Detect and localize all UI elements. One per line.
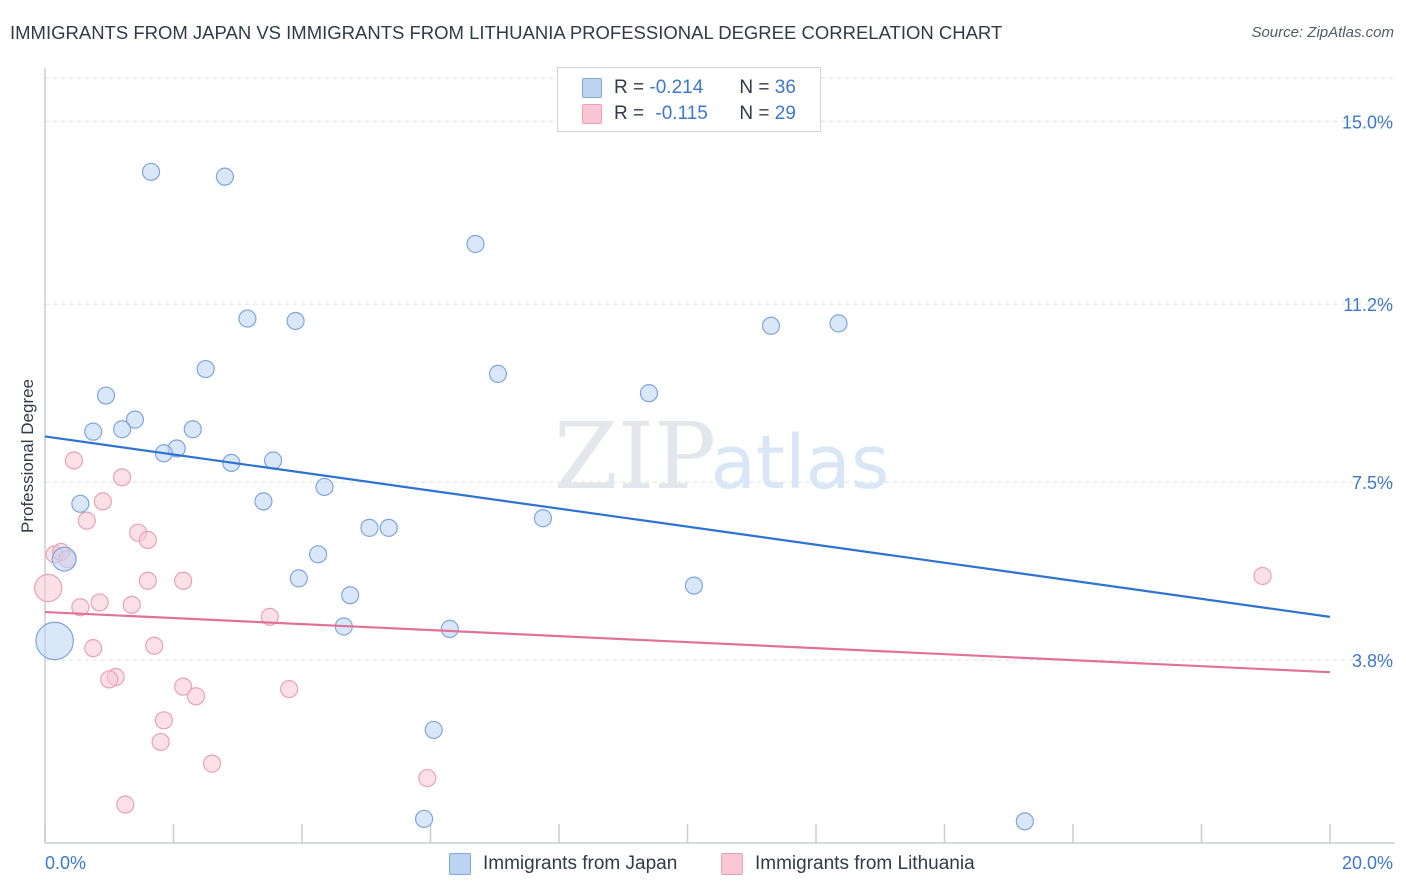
lithuania-swatch <box>582 104 602 124</box>
lithuania-point-24 <box>151 732 170 752</box>
lithuania-point-13 <box>71 598 90 617</box>
y-tick-label-1: 11.2% <box>1343 295 1393 315</box>
lithuania-point-10 <box>174 571 193 590</box>
r-label: R = <box>614 77 645 98</box>
lithuania-point-16 <box>145 636 164 655</box>
japan-point-24 <box>379 518 398 537</box>
lithuania-point-11 <box>34 573 63 603</box>
y-tick-label-2: 7.5% <box>1352 473 1393 493</box>
lithuania-point-28 <box>1253 566 1272 586</box>
lithuania-r-value: -0.115 <box>655 103 708 124</box>
bottom-legend-lithuania: Immigrants from Lithuania <box>721 852 975 876</box>
japan-points <box>35 162 1034 831</box>
japan-n-value: 36 <box>774 77 796 98</box>
japan-point-34 <box>414 809 434 829</box>
japan-point-18 <box>263 451 283 470</box>
legend-row-lithuania: R = -0.115 N = 29 <box>582 102 796 126</box>
lithuania-point-2 <box>93 492 112 511</box>
y-tick-labels: 15.0% 11.2% 7.5% 3.8% <box>1342 112 1393 671</box>
japan-point-19 <box>315 477 334 497</box>
lithuania-point-27 <box>116 795 135 814</box>
lithuania-point-0 <box>64 451 84 470</box>
lithuania-point-9 <box>138 571 157 590</box>
japan-point-10 <box>96 386 116 405</box>
x-tick-label-1: 20.0% <box>1342 853 1393 873</box>
japan-point-1 <box>215 167 234 186</box>
japan-r-value: -0.214 <box>649 77 704 98</box>
x-tick-label-0: 0.0% <box>45 853 86 873</box>
japan-point-25 <box>308 545 328 564</box>
lithuania-legend-swatch <box>721 853 743 875</box>
japan-point-23 <box>360 518 379 537</box>
japan-point-32 <box>35 621 74 661</box>
r-label: R = <box>614 103 645 124</box>
japan-point-6 <box>829 314 848 333</box>
y-tick-label-0: 15.0% <box>1342 112 1393 132</box>
n-label: N = <box>739 77 770 98</box>
watermark-atlas: atlas <box>711 420 890 506</box>
x-tick-labels: 0.0% 20.0% <box>45 853 1393 873</box>
lithuania-point-17 <box>84 639 103 658</box>
lithuania-n-value: 29 <box>774 103 796 124</box>
japan-point-4 <box>286 311 305 331</box>
japan-point-12 <box>84 422 103 441</box>
watermark-zip: ZIP <box>554 403 716 510</box>
bottom-legend-japan: Immigrants from Japan <box>449 852 677 876</box>
gridlines <box>45 77 1395 661</box>
lithuania-point-21 <box>280 679 299 699</box>
lithuania-point-22 <box>186 687 206 706</box>
japan-point-28 <box>684 576 704 595</box>
lithuania-point-1 <box>112 468 132 487</box>
japan-point-14 <box>183 420 202 439</box>
lithuania-point-23 <box>154 711 173 730</box>
japan-point-33 <box>424 720 443 740</box>
japan-point-2 <box>466 234 485 254</box>
lithuania-point-14 <box>122 595 141 614</box>
japan-point-11 <box>125 410 145 429</box>
lithuania-point-19 <box>100 670 119 689</box>
japan-point-22 <box>533 509 553 528</box>
japan-legend-swatch <box>449 853 471 875</box>
japan-point-27 <box>289 569 308 588</box>
japan-trend-line <box>44 435 1331 618</box>
japan-point-31 <box>440 619 459 638</box>
lithuania-point-3 <box>77 511 96 530</box>
japan-point-5 <box>761 316 781 335</box>
watermark: ZIP atlas <box>554 403 890 510</box>
lithuania-point-5 <box>138 530 157 549</box>
japan-point-26 <box>51 546 77 572</box>
japan-legend-label: Immigrants from Japan <box>483 853 678 874</box>
lithuania-legend-label: Immigrants from Lithuania <box>755 853 975 874</box>
axes <box>44 68 1395 844</box>
correlation-legend: R = -0.214 N = 36 R = -0.115 N = 29 <box>557 67 821 132</box>
lithuania-point-25 <box>202 754 222 773</box>
lithuania-point-15 <box>260 607 279 626</box>
japan-point-20 <box>71 494 90 513</box>
lithuania-point-12 <box>90 593 109 612</box>
japan-point-7 <box>196 359 215 379</box>
japan-point-29 <box>341 586 360 605</box>
japan-point-8 <box>488 364 508 383</box>
japan-point-35 <box>1015 812 1034 831</box>
lithuania-point-20 <box>174 677 193 696</box>
n-label: N = <box>739 103 770 124</box>
lithuania-point-26 <box>418 768 437 788</box>
y-tick-label-3: 3.8% <box>1352 651 1393 671</box>
lithuania-trend-line <box>44 610 1331 674</box>
japan-point-3 <box>238 309 257 328</box>
japan-point-0 <box>141 162 161 181</box>
chart-title: IMMIGRANTS FROM JAPAN VS IMMIGRANTS FROM… <box>10 22 1003 43</box>
japan-point-9 <box>639 384 659 403</box>
japan-point-13 <box>112 420 132 439</box>
japan-swatch <box>582 78 602 98</box>
legend-row-japan: R = -0.214 N = 36 <box>582 76 796 100</box>
japan-point-21 <box>254 492 273 511</box>
trend-lines <box>44 435 1331 674</box>
source-note: Source: ZipAtlas.com <box>1251 24 1394 41</box>
